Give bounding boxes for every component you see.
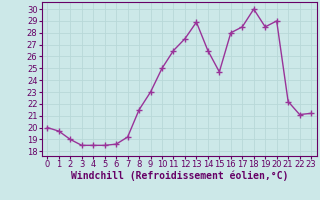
X-axis label: Windchill (Refroidissement éolien,°C): Windchill (Refroidissement éolien,°C) xyxy=(70,171,288,181)
